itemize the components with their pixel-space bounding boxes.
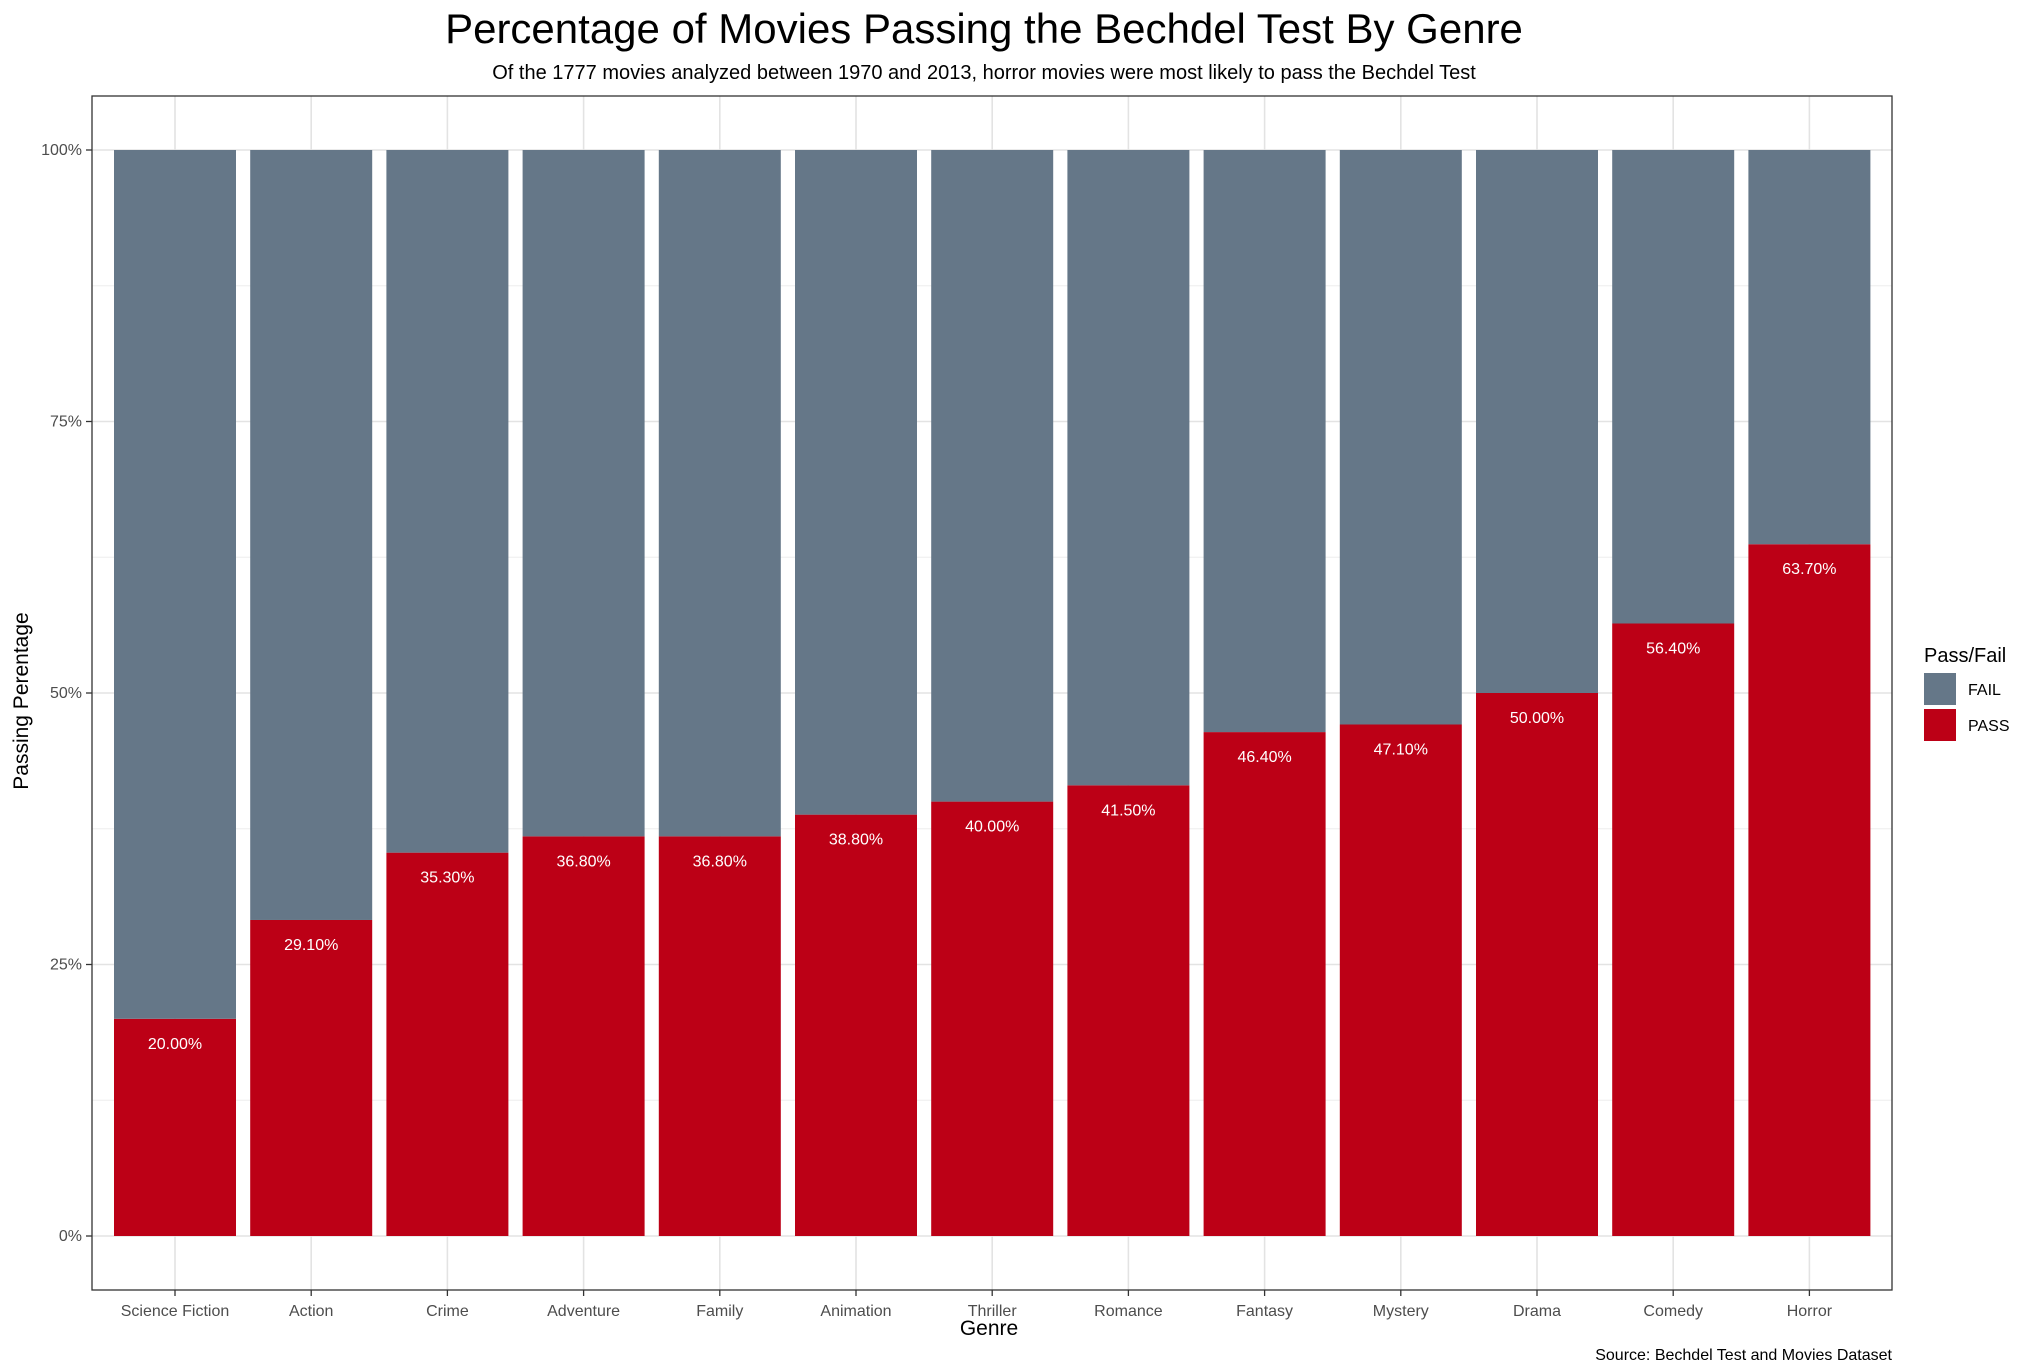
bar-fail-drama: [1476, 150, 1598, 693]
x-tick-label: Family: [696, 1303, 743, 1320]
x-tick-label: Fantasy: [1236, 1303, 1293, 1320]
x-axis: Science Fiction Action Crime Adventure Famil…: [121, 1290, 1833, 1320]
legend: Pass/Fail FAIL PASS: [1924, 645, 2010, 741]
data-label: 46.40%: [1237, 749, 1291, 766]
x-tick-label: Animation: [820, 1303, 891, 1320]
bar-fail-comedy: [1612, 150, 1735, 624]
chart-title: Percentage of Movies Passing the Bechdel…: [445, 5, 1523, 52]
chart-caption: Source: Bechdel Test and Movies Dataset: [1595, 1347, 1892, 1364]
x-tick-label: Mystery: [1373, 1303, 1429, 1320]
legend-label-pass: PASS: [1968, 718, 2010, 735]
data-label: 20.00%: [148, 1036, 202, 1053]
data-label: 41.50%: [1101, 802, 1155, 819]
data-label: 63.70%: [1782, 561, 1836, 578]
y-tick-label: 75%: [50, 414, 82, 431]
x-tick-label: Drama: [1513, 1303, 1561, 1320]
x-axis-title: Genre: [960, 1317, 1018, 1340]
legend-key-pass: [1924, 709, 1956, 741]
bar-fail-family: [658, 150, 781, 837]
bar-pass-family: [658, 836, 781, 1236]
bars: [114, 150, 1871, 1236]
x-tick-label: Romance: [1094, 1303, 1163, 1320]
bar-fail-animation: [795, 150, 917, 815]
bar-fail-romance: [1067, 150, 1190, 786]
y-tick-label: 25%: [50, 957, 82, 974]
data-label: 29.10%: [284, 937, 338, 954]
bar-pass-thriller: [931, 801, 1054, 1236]
x-tick-label: Adventure: [547, 1303, 620, 1320]
bar-pass-science-fiction: [114, 1018, 236, 1236]
bar-pass-mystery: [1339, 724, 1462, 1236]
bar-fail-thriller: [931, 150, 1054, 802]
bar-fail-mystery: [1339, 150, 1462, 725]
bar-pass-comedy: [1612, 623, 1735, 1236]
bar-pass-action: [250, 919, 373, 1236]
data-label: 40.00%: [965, 819, 1019, 836]
legend-items: FAIL PASS: [1924, 673, 2010, 741]
legend-title: Pass/Fail: [1924, 645, 2006, 667]
bar-pass-horror: [1748, 544, 1871, 1236]
bar-fail-horror: [1748, 150, 1871, 545]
bar-fail-fantasy: [1203, 150, 1326, 733]
bar-fail-action: [250, 150, 373, 920]
data-label: 35.30%: [420, 870, 474, 887]
y-tick-label: 100%: [41, 142, 82, 159]
bar-pass-adventure: [522, 836, 645, 1236]
y-tick-label: 0%: [59, 1228, 82, 1245]
y-axis-title: Passing Perentage: [10, 612, 33, 789]
x-tick-label: Comedy: [1643, 1303, 1703, 1320]
data-label: 50.00%: [1510, 710, 1564, 727]
data-label: 56.40%: [1646, 640, 1700, 657]
data-label: 36.80%: [693, 853, 747, 870]
bar-pass-romance: [1067, 785, 1190, 1236]
bar-pass-fantasy: [1203, 732, 1326, 1236]
legend-key-fail: [1924, 673, 1956, 705]
plot-panel: 20.00% 29.10% 35.30% 36.80% 36.80% 38.80% 40.0…: [91, 95, 1893, 1291]
bar-fail-adventure: [522, 150, 645, 837]
y-axis: 0% 25% 50% 75% 100%: [41, 142, 92, 1245]
data-label: 38.80%: [829, 832, 883, 849]
x-tick-label: Science Fiction: [121, 1303, 230, 1320]
data-labels: 20.00% 29.10% 35.30% 36.80% 36.80% 38.80% 40.0…: [148, 561, 1837, 1053]
y-tick-label: 50%: [50, 685, 82, 702]
chart-subtitle: Of the 1777 movies analyzed between 1970…: [492, 62, 1476, 84]
x-tick-label: Horror: [1787, 1303, 1833, 1320]
legend-label-fail: FAIL: [1968, 682, 2001, 699]
x-tick-label: Thriller: [968, 1303, 1018, 1320]
bar-fail-science-fiction: [114, 150, 236, 1019]
x-tick-label: Crime: [426, 1303, 469, 1320]
bar-pass-drama: [1476, 693, 1598, 1236]
bar-pass-crime: [386, 852, 509, 1236]
bar-fail-crime: [386, 150, 509, 853]
x-tick-label: Action: [289, 1303, 333, 1320]
data-label: 36.80%: [556, 853, 610, 870]
bar-pass-animation: [795, 814, 917, 1236]
data-label: 47.10%: [1374, 741, 1428, 758]
